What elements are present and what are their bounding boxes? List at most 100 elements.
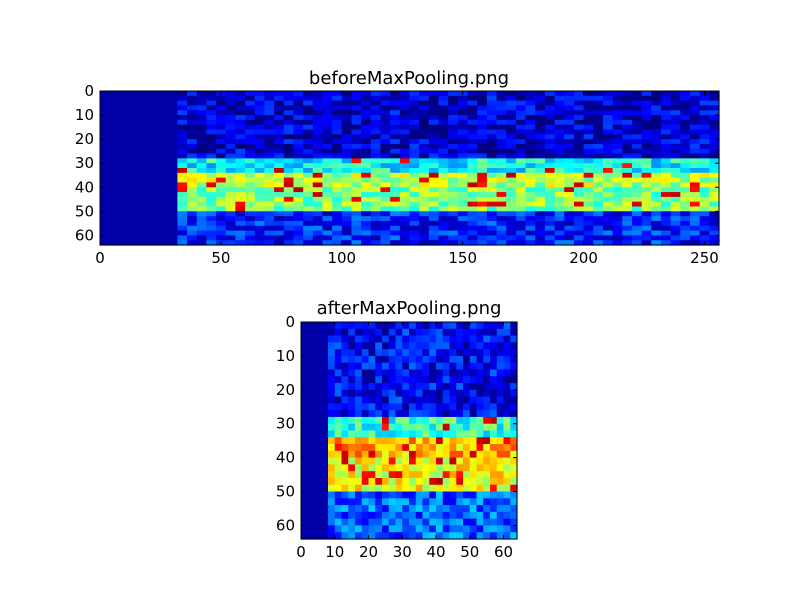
heatmap-cell xyxy=(402,518,410,527)
heatmap-cell xyxy=(457,177,469,184)
heatmap-cell xyxy=(463,335,471,343)
heatmap-cell xyxy=(382,457,390,466)
heatmap-cell xyxy=(100,124,111,131)
heatmap-cell xyxy=(348,437,356,445)
heatmap-cell xyxy=(680,110,691,116)
heatmap-cell xyxy=(395,464,403,472)
heatmap-cell xyxy=(564,100,575,107)
heatmap-cell xyxy=(351,211,362,217)
heatmap-cell xyxy=(525,182,536,188)
heatmap-cell xyxy=(129,153,140,159)
heatmap-cell xyxy=(477,134,488,140)
heatmap-cell xyxy=(177,148,188,155)
heatmap-cell xyxy=(622,225,633,232)
heatmap-cell xyxy=(312,143,324,150)
heatmap-cell xyxy=(158,201,169,208)
heatmap-cell xyxy=(436,464,444,472)
heatmap-cell xyxy=(370,235,382,241)
heatmap-cell xyxy=(293,192,304,198)
heatmap-cell xyxy=(506,211,517,217)
heatmap-cell xyxy=(341,110,353,116)
heatmap-cell xyxy=(332,91,343,97)
heatmap-cell xyxy=(409,225,420,232)
heatmap-cell xyxy=(129,196,140,203)
heatmap-cell xyxy=(368,383,376,391)
heatmap-cell xyxy=(583,211,594,217)
heatmap-cell xyxy=(328,532,336,540)
heatmap-cell xyxy=(395,410,403,418)
heatmap-cell xyxy=(254,119,266,126)
heatmap-cell xyxy=(448,119,459,126)
heatmap-cell xyxy=(382,437,390,445)
heatmap-cell xyxy=(167,105,178,111)
heatmap-cell xyxy=(510,423,518,432)
heatmap-cell xyxy=(348,369,356,377)
heatmap-cell xyxy=(206,220,217,227)
heatmap-cell xyxy=(486,172,498,179)
heatmap-cell xyxy=(382,416,390,425)
heatmap-cell xyxy=(506,153,517,159)
heatmap-cell xyxy=(525,153,536,159)
heatmap-cell xyxy=(341,177,353,184)
heatmap-cell xyxy=(235,153,246,159)
heatmap-cell xyxy=(375,450,383,459)
heatmap-cell xyxy=(138,168,149,174)
heatmap-cell xyxy=(469,410,478,418)
heatmap-cell xyxy=(442,328,451,337)
heatmap-cell xyxy=(312,100,324,107)
heatmap-cell xyxy=(167,196,178,203)
heatmap-cell xyxy=(564,168,575,174)
heatmap-cell xyxy=(138,230,149,236)
heatmap-cell xyxy=(334,532,343,540)
heatmap-cell xyxy=(375,389,383,398)
heatmap-cell xyxy=(544,129,556,135)
heatmap-cell xyxy=(321,532,329,540)
heatmap-cell xyxy=(382,362,390,371)
y-tick-label: 10 xyxy=(276,347,295,365)
heatmap-cell xyxy=(283,119,295,126)
heatmap-cell xyxy=(341,192,353,198)
heatmap-cell xyxy=(631,105,643,111)
heatmap-cell xyxy=(612,129,623,135)
heatmap-cell xyxy=(544,139,556,145)
heatmap-cell xyxy=(438,163,449,169)
heatmap-cell xyxy=(264,163,275,169)
heatmap-cell xyxy=(573,100,585,107)
heatmap-cell xyxy=(293,206,304,212)
heatmap-cell xyxy=(196,177,207,184)
heatmap-cell xyxy=(438,172,449,179)
heatmap-cell xyxy=(483,322,491,330)
heatmap-cell xyxy=(129,148,140,155)
heatmap-cell xyxy=(496,437,505,445)
heatmap-cell xyxy=(641,225,652,232)
heatmap-cell xyxy=(612,187,623,193)
heatmap-cell xyxy=(525,95,536,102)
heatmap-cell xyxy=(422,423,430,432)
heatmap-cell xyxy=(390,172,401,179)
heatmap-cell xyxy=(283,220,295,227)
heatmap-cell xyxy=(612,235,623,241)
heatmap-cell xyxy=(375,355,383,364)
heatmap-cell xyxy=(456,396,464,404)
heatmap-cell xyxy=(429,349,437,357)
heatmap-cell xyxy=(622,206,633,212)
heatmap-cell xyxy=(699,139,710,145)
heatmap-cell xyxy=(612,201,623,208)
heatmap-cell xyxy=(167,153,178,159)
heatmap-cell xyxy=(469,525,478,533)
heatmap-cell xyxy=(622,124,633,131)
heatmap-cell xyxy=(177,196,188,203)
heatmap-cell xyxy=(442,457,451,466)
heatmap-cell xyxy=(442,498,451,506)
heatmap-cell xyxy=(483,430,491,438)
heatmap-cell xyxy=(456,389,464,398)
heatmap-cell xyxy=(216,158,227,164)
heatmap-cell xyxy=(355,477,363,486)
heatmap-cell xyxy=(361,158,372,164)
heatmap-cell xyxy=(355,450,363,459)
heatmap-cell xyxy=(456,525,464,533)
heatmap-cell xyxy=(148,95,159,102)
heatmap-cell xyxy=(515,230,527,236)
heatmap-cell xyxy=(370,196,382,203)
heatmap-cell xyxy=(554,115,565,121)
